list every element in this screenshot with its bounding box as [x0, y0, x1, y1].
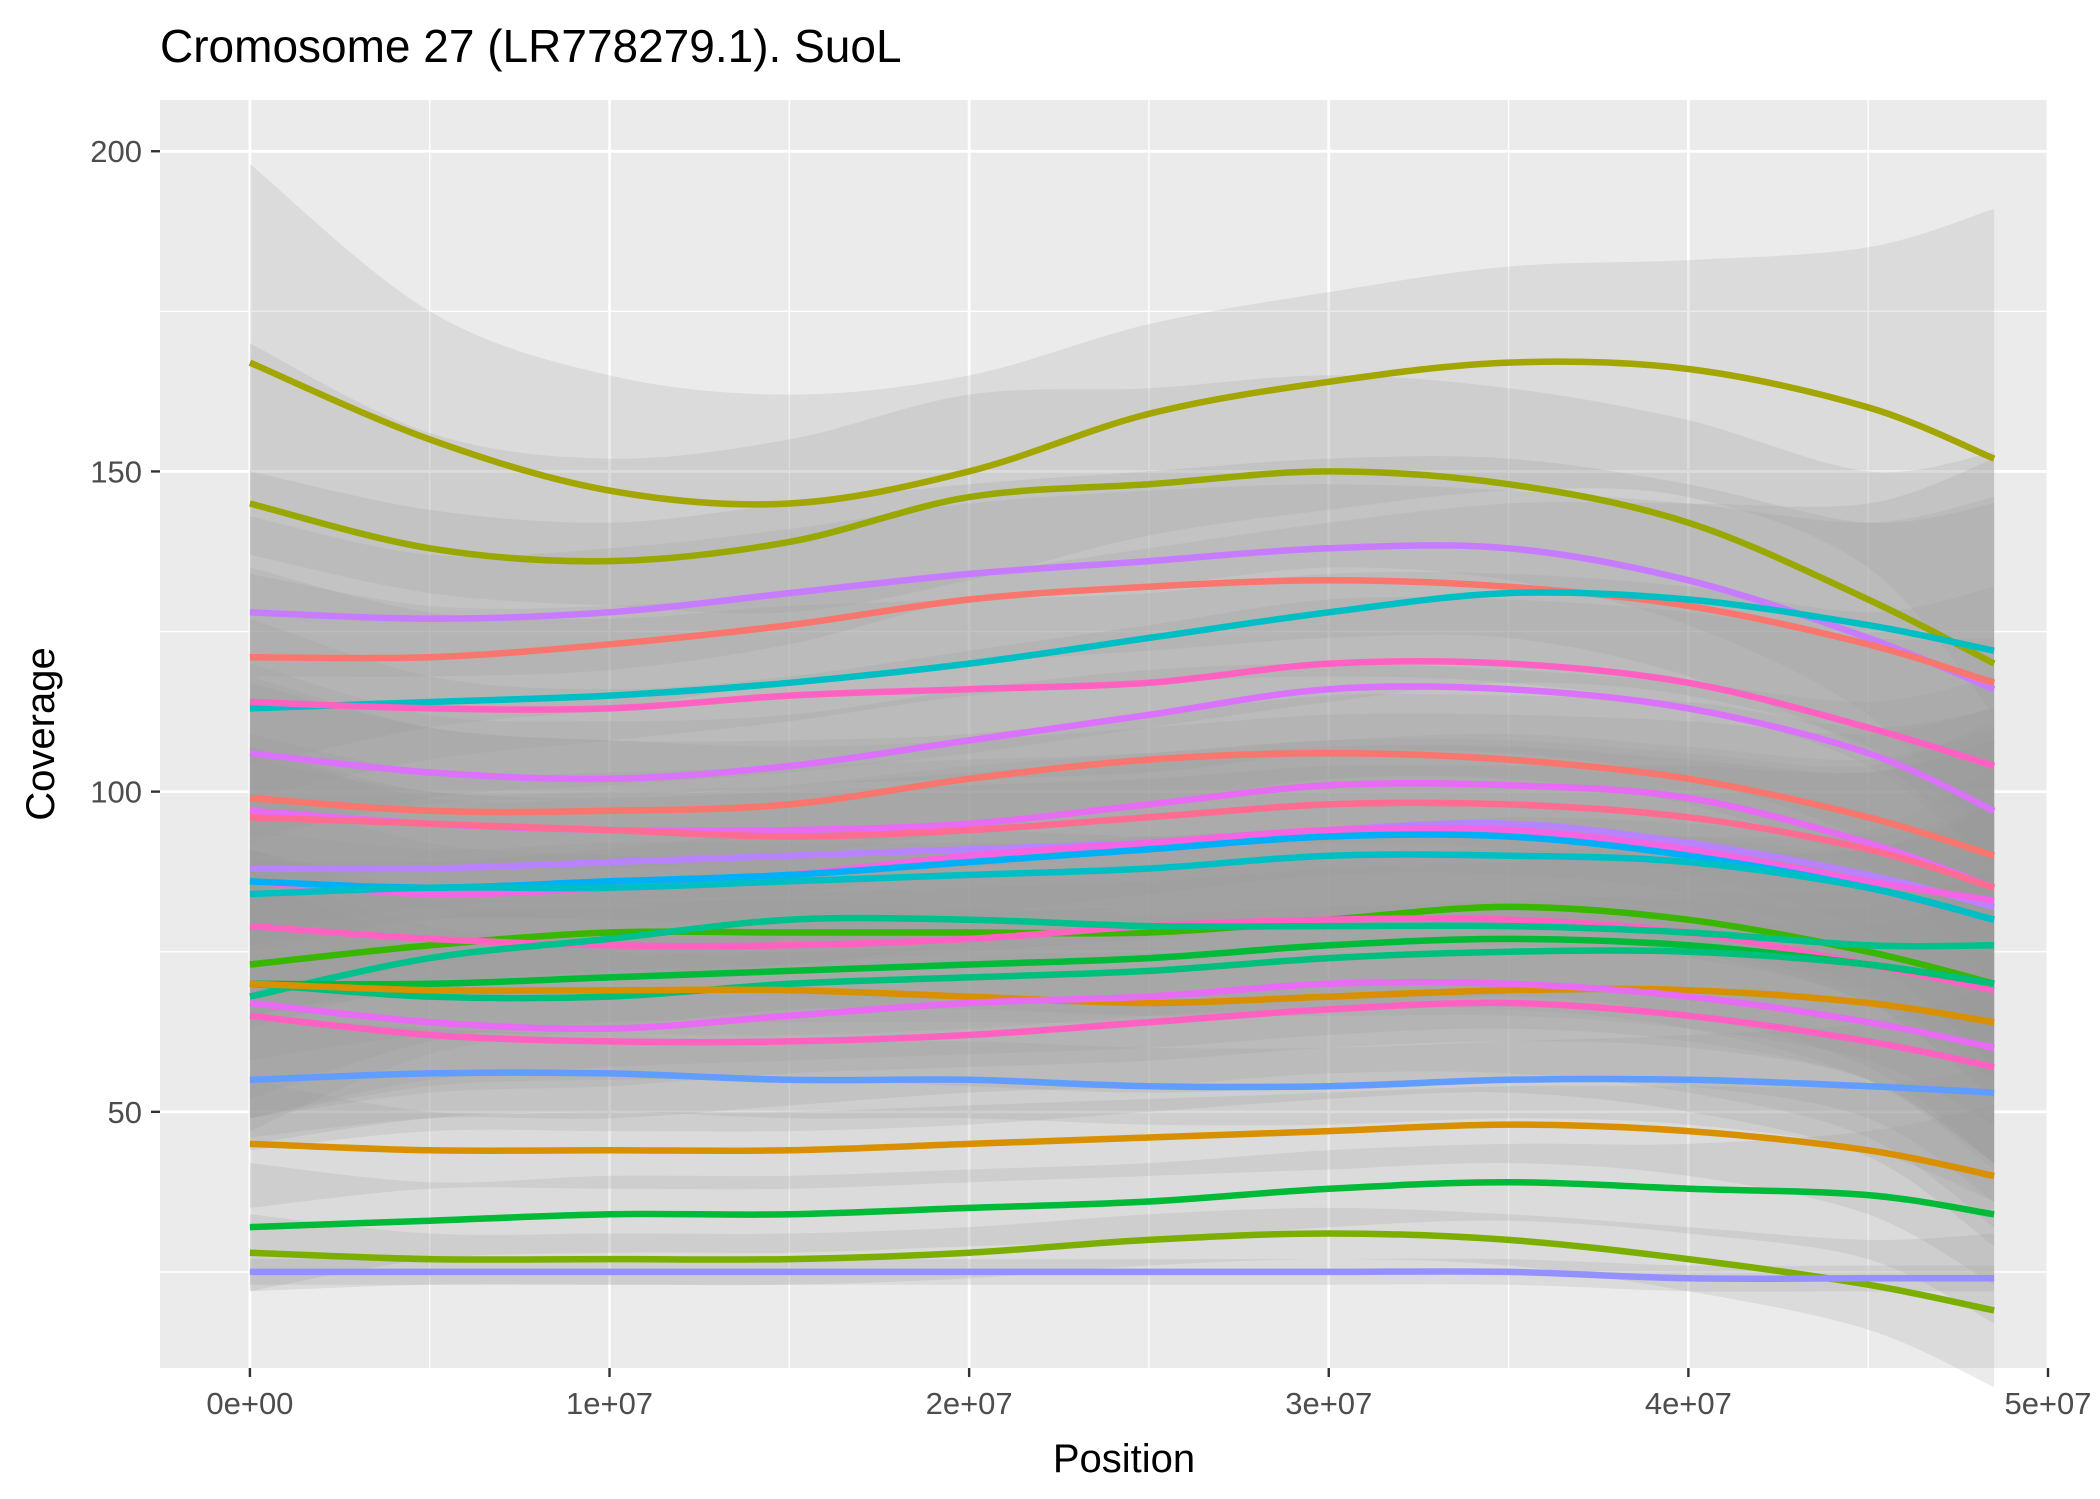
- y-tick-label: 150: [90, 454, 142, 489]
- major-gridlines: [160, 100, 2050, 1368]
- series-line-26: [249, 1230, 1995, 1314]
- confidence-band-2: [249, 343, 1995, 843]
- series-line-25: [249, 1179, 1995, 1231]
- series-line-15: [249, 903, 1995, 987]
- series-line-27: [249, 1268, 1995, 1283]
- series-line-19: [249, 947, 1995, 1002]
- confidence-band-23: [249, 983, 1995, 1202]
- y-tick-label: 200: [90, 134, 142, 169]
- y-axis-title: Coverage: [19, 647, 63, 820]
- series-line-22: [249, 999, 1995, 1071]
- series-line-2: [249, 468, 1996, 667]
- x-axis: 0e+00 1e+07 2e+07 3e+07 4e+07 5e+07: [206, 1368, 2092, 1421]
- series-line-3: [249, 542, 1996, 693]
- series-line-1: [248, 358, 1996, 508]
- series-line-4: [249, 577, 1996, 686]
- series-line-24: [249, 1121, 1995, 1180]
- x-tick-label: 0e+00: [206, 1386, 293, 1421]
- smoothed-lines: [248, 358, 1996, 1314]
- series-line-10: [249, 799, 1996, 891]
- confidence-band-21: [249, 868, 1995, 1228]
- confidence-band-4: [249, 484, 1995, 869]
- confidence-band-25: [249, 1105, 1995, 1324]
- series-line-14: [249, 851, 1995, 923]
- confidence-band-26: [249, 1207, 1995, 1388]
- chart-title: Cromosome 27 (LR778279.1). SuoL: [160, 20, 902, 72]
- confidence-band-15: [249, 804, 1995, 1164]
- y-axis: 50 100 150 200: [90, 134, 160, 1130]
- confidence-band-11: [249, 727, 1995, 1087]
- confidence-band-10: [249, 682, 1995, 1067]
- x-tick-label: 3e+07: [1285, 1386, 1372, 1421]
- series-line-20: [249, 980, 1995, 1026]
- x-tick-label: 2e+07: [926, 1386, 1013, 1421]
- y-tick-label: 100: [90, 775, 142, 810]
- series-line-18: [249, 935, 1995, 988]
- series-line-13: [249, 831, 1995, 923]
- x-axis-title: Position: [1053, 1437, 1195, 1481]
- y-tick-label: 50: [108, 1095, 142, 1130]
- series-line-6: [249, 657, 1996, 770]
- series-line-5: [249, 589, 1995, 712]
- x-tick-label: 1e+07: [566, 1386, 653, 1421]
- x-tick-label: 5e+07: [2004, 1386, 2091, 1421]
- series-line-7: [249, 683, 1996, 814]
- series-line-17: [249, 914, 1995, 1000]
- series-line-21: [249, 978, 1995, 1051]
- x-tick-label: 4e+07: [1645, 1386, 1732, 1421]
- confidence-band-18: [249, 804, 1995, 1164]
- series-line-23: [249, 1069, 1995, 1096]
- confidence-band-1: [249, 164, 1995, 715]
- confidence-band-6: [249, 567, 1995, 946]
- confidence-band-24: [249, 1067, 1995, 1285]
- series-line-8: [249, 749, 1996, 859]
